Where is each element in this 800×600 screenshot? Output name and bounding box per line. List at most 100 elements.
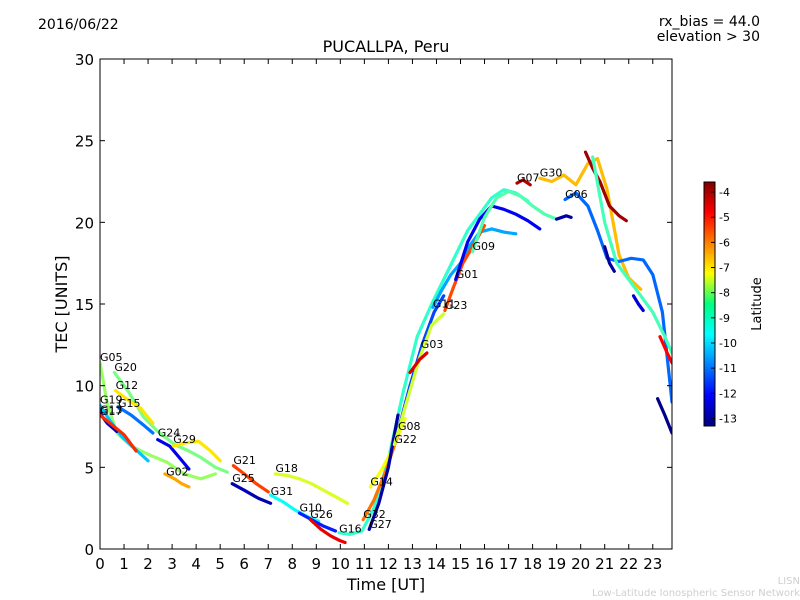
x-tick-label: 3 [167, 555, 177, 573]
x-tick-label: 17 [499, 555, 518, 573]
x-tick-label: 16 [475, 555, 494, 573]
label-g20: G20 [114, 361, 137, 374]
series-g09 [470, 189, 559, 254]
date-label: 2016/06/22 [38, 17, 119, 33]
x-tick-label: 5 [215, 555, 225, 573]
series-g20b [631, 294, 645, 313]
colorbar-ticks: -4 -5 -6 -7 -8 -9 -10 -11 -12 -13 [711, 186, 737, 425]
x-tick-label: 22 [619, 555, 638, 573]
series-g27 [367, 413, 400, 531]
label-g27: G27 [369, 518, 392, 531]
rx-bias-label: rx_bias = 44.0 [658, 14, 760, 30]
x-tick-label: 20 [571, 555, 590, 573]
y-tick-label: 0 [84, 541, 94, 559]
colorbar-tick-label: -11 [719, 362, 737, 375]
colorbar-label: Latitude [750, 277, 765, 331]
colorbar [703, 181, 716, 427]
x-tick-label: 18 [523, 555, 542, 573]
series-g12 [114, 389, 155, 425]
series-g01 [454, 204, 542, 282]
series-g06 [563, 191, 672, 404]
colorbar-tick-label: -6 [719, 236, 730, 249]
colorbar-tick-label: -9 [719, 312, 730, 325]
series-g13b [656, 397, 672, 435]
label-g15: G15 [118, 397, 141, 410]
series-layer [100, 150, 672, 545]
credit-lisn: LISN [777, 576, 800, 587]
axes: 0 1 2 3 4 5 6 7 8 9 10 11 12 13 14 15 16 17 18 19 20 21 22 2305… [75, 51, 672, 573]
x-tick-label: 9 [312, 555, 322, 573]
label-g08: G08 [398, 420, 421, 433]
colorbar-tick-label: -10 [719, 337, 737, 350]
series-g25 [230, 482, 273, 505]
series-g29b [603, 245, 616, 273]
series-g12b [658, 335, 672, 365]
credit-network: Low-Latitude Ionospheric Sensor Network [592, 588, 800, 599]
series-g19 [100, 403, 150, 463]
series-g04 [591, 155, 672, 355]
y-tick-label: 30 [75, 51, 94, 69]
label-g05: G05 [100, 351, 123, 364]
y-tick-label: 20 [75, 214, 94, 232]
colorbar-tick-label: -13 [719, 412, 737, 425]
y-tick-label: 5 [84, 459, 94, 477]
label-g23: G23 [445, 299, 468, 312]
label-g12: G12 [116, 379, 139, 392]
label-g02: G02 [166, 466, 189, 479]
label-g22: G22 [394, 433, 417, 446]
label-g07: G07 [517, 172, 540, 185]
x-tick-label: 13 [403, 555, 422, 573]
label-g26: G26 [310, 508, 333, 521]
y-axis-label: TEC [UNITS] [52, 256, 71, 354]
x-tick-label: 0 [95, 555, 105, 573]
label-g13: G13 [100, 403, 123, 416]
x-tick-label: 11 [355, 555, 374, 573]
x-tick-label: 19 [547, 555, 566, 573]
x-tick-label: 12 [379, 555, 398, 573]
y-tick-label: 25 [75, 133, 94, 151]
series-g03 [408, 351, 429, 375]
label-g14: G14 [370, 475, 393, 488]
label-g19: G19 [100, 394, 123, 407]
label-g03: G03 [421, 338, 444, 351]
label-g11: G11 [433, 297, 456, 310]
x-tick-label: 1 [119, 555, 129, 573]
x-tick-label: 6 [239, 555, 249, 573]
y-tick-label: 15 [75, 296, 94, 314]
label-g25: G25 [232, 472, 255, 485]
series-g18 [273, 472, 350, 505]
label-g31: G31 [271, 485, 294, 498]
x-tick-label: 7 [263, 555, 273, 573]
x-tick-label: 4 [191, 555, 201, 573]
colorbar-tick-label: -7 [719, 262, 730, 275]
colorbar-tick-label: -8 [719, 287, 730, 300]
series-g07 [515, 178, 532, 187]
series-g26 [308, 518, 347, 545]
x-tick-label: 10 [331, 555, 350, 573]
series-g10 [297, 511, 338, 533]
label-g24: G24 [158, 426, 181, 439]
series-g16 [337, 188, 530, 536]
series-g24 [156, 438, 191, 471]
series-g05 [100, 361, 217, 481]
series-g02 [163, 472, 191, 489]
series-g28 [583, 150, 628, 223]
y-tick-label: 10 [75, 378, 94, 396]
series-g15 [116, 405, 155, 435]
colorbar-tick-label: -4 [719, 186, 730, 199]
x-tick-label: 2 [143, 555, 153, 573]
label-g01: G01 [456, 268, 479, 281]
elevation-label: elevation > 30 [656, 29, 760, 45]
x-tick-label: 15 [451, 555, 470, 573]
series-g21 [231, 464, 270, 494]
label-g06: G06 [565, 188, 588, 201]
label-g16: G16 [339, 523, 362, 536]
colorbar-tick-label: -12 [719, 387, 737, 400]
label-g10: G10 [300, 501, 323, 514]
series-g11 [431, 227, 518, 309]
x-tick-label: 23 [643, 555, 662, 573]
label-g21: G21 [233, 454, 256, 467]
x-tick-label: 8 [287, 555, 297, 573]
label-g29: G29 [173, 433, 196, 446]
